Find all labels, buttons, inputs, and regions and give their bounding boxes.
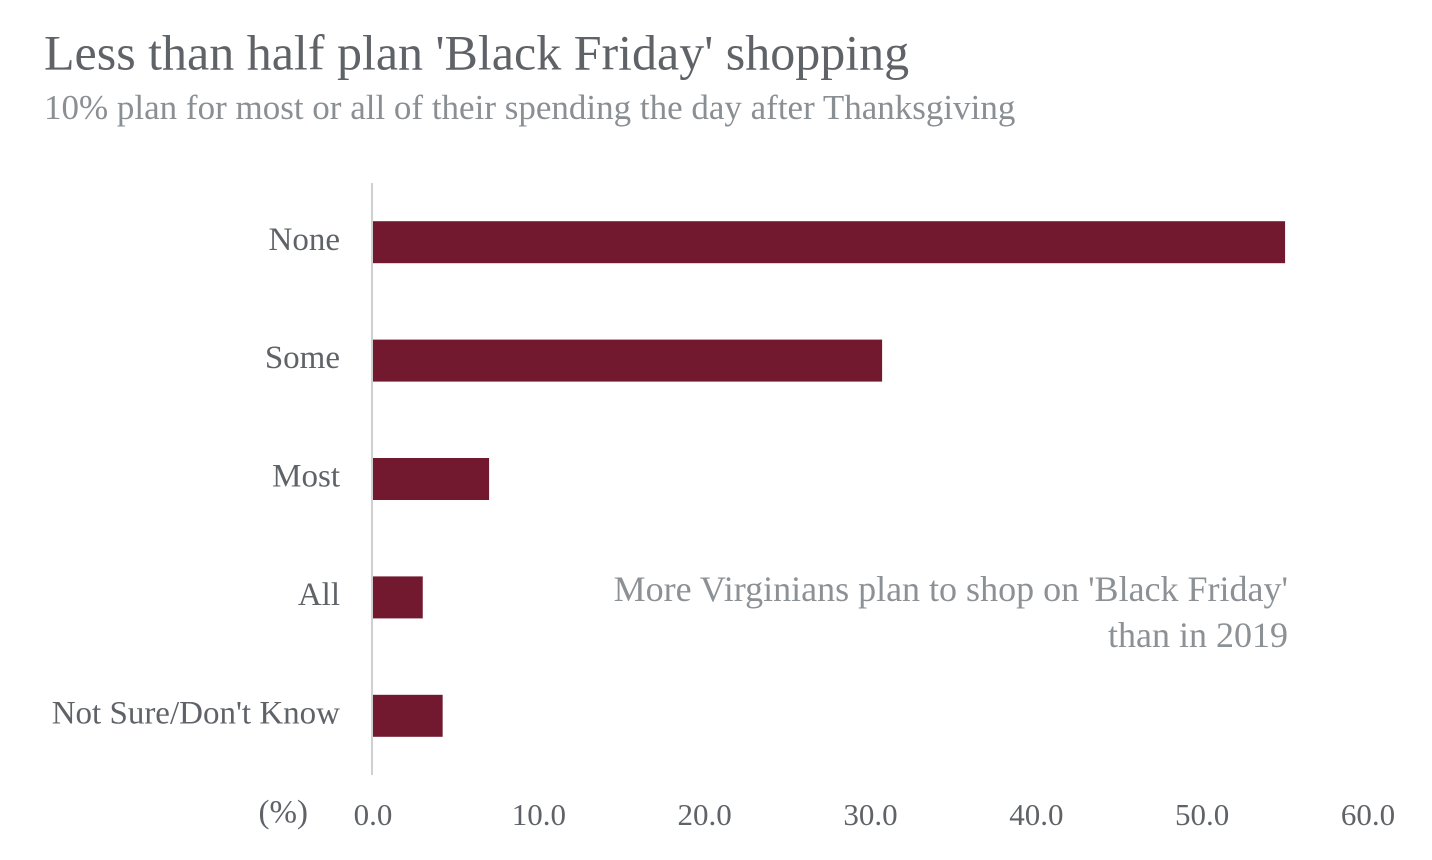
chart-subtitle: 10% plan for most or all of their spendi… [44,88,1015,127]
y-tick-label: Some [265,340,340,376]
y-tick-label: Most [272,459,340,495]
y-tick-label: None [269,222,340,258]
x-tick-label: 20.0 [678,797,732,832]
annotation: More Virginians plan to shop on 'Black F… [613,569,1288,655]
x-tick-label: 50.0 [1175,797,1229,832]
bar [373,339,883,382]
x-tick-label: 40.0 [1009,797,1063,832]
bar [373,576,423,619]
bar [373,694,443,737]
x-tick-label: 0.0 [354,797,393,832]
x-tick-label: 60.0 [1341,797,1395,832]
x-tick-label: 30.0 [843,797,897,832]
bar [373,458,490,500]
bar [373,221,1286,264]
x-tick-label: 10.0 [512,797,566,832]
chart-title: Less than half plan 'Black Friday' shopp… [44,24,909,80]
y-tick-label: All [298,577,340,613]
y-tick-label: Not Sure/Don't Know [52,695,340,731]
x-axis-label: (%) [259,795,308,831]
